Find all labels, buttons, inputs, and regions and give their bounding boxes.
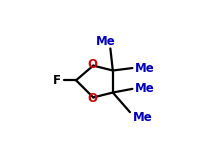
Text: F: F — [52, 74, 60, 87]
Text: O: O — [87, 58, 97, 71]
Text: Me: Me — [95, 35, 115, 48]
Text: Me: Me — [134, 82, 154, 95]
Text: Me: Me — [132, 111, 151, 124]
Text: O: O — [87, 92, 97, 105]
Text: Me: Me — [134, 62, 154, 75]
